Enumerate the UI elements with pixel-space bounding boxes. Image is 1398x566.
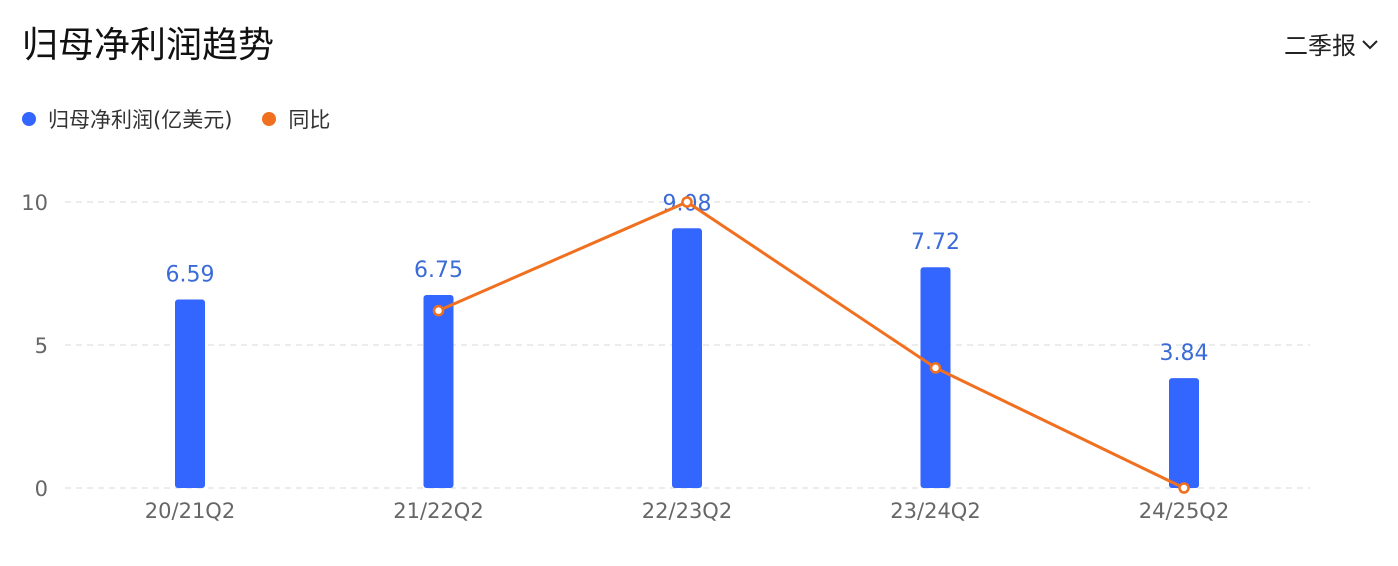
x-tick-label: 22/23Q2 xyxy=(642,499,732,523)
y-tick-label: 0 xyxy=(35,477,48,501)
bar xyxy=(920,267,951,488)
yoy-point xyxy=(432,304,445,317)
x-tick-label: 23/24Q2 xyxy=(890,499,980,523)
legend-marker-net-profit xyxy=(22,112,36,126)
bar-value-label: 7.72 xyxy=(911,230,960,255)
bar-value-label: 6.59 xyxy=(166,263,215,288)
y-tick-label: 10 xyxy=(21,191,48,215)
legend-item-yoy[interactable]: 同比 xyxy=(262,104,330,134)
bar xyxy=(672,228,702,488)
x-tick-label: 21/22Q2 xyxy=(393,499,483,523)
bar-value-label: 6.75 xyxy=(414,258,463,283)
yoy-point xyxy=(681,196,693,208)
yoy-point xyxy=(1178,482,1190,494)
x-tick-label: 20/21Q2 xyxy=(145,499,235,523)
x-tick-label: 24/25Q2 xyxy=(1139,499,1229,523)
yoy-line xyxy=(437,200,1185,490)
legend: 归母净利润(亿美元) 同比 xyxy=(22,104,330,134)
legend-label-yoy: 同比 xyxy=(288,108,331,132)
chart-title: 归母净利润趋势 xyxy=(22,25,275,66)
bar-value-label: 3.84 xyxy=(1160,341,1209,366)
period-selector[interactable]: 二季报 xyxy=(1284,26,1380,61)
bar xyxy=(423,294,454,488)
legend-marker-yoy xyxy=(262,112,277,126)
chevron-down-icon xyxy=(1362,39,1378,49)
y-tick-label: 5 xyxy=(35,334,48,358)
bar xyxy=(175,299,205,488)
yoy-point xyxy=(929,362,942,374)
legend-label-net-profit: 归母净利润(亿美元) xyxy=(48,108,233,132)
legend-item-net-profit[interactable]: 归母净利润(亿美元) xyxy=(22,104,232,134)
period-label: 二季报 xyxy=(1284,32,1356,60)
bar xyxy=(1169,378,1199,488)
